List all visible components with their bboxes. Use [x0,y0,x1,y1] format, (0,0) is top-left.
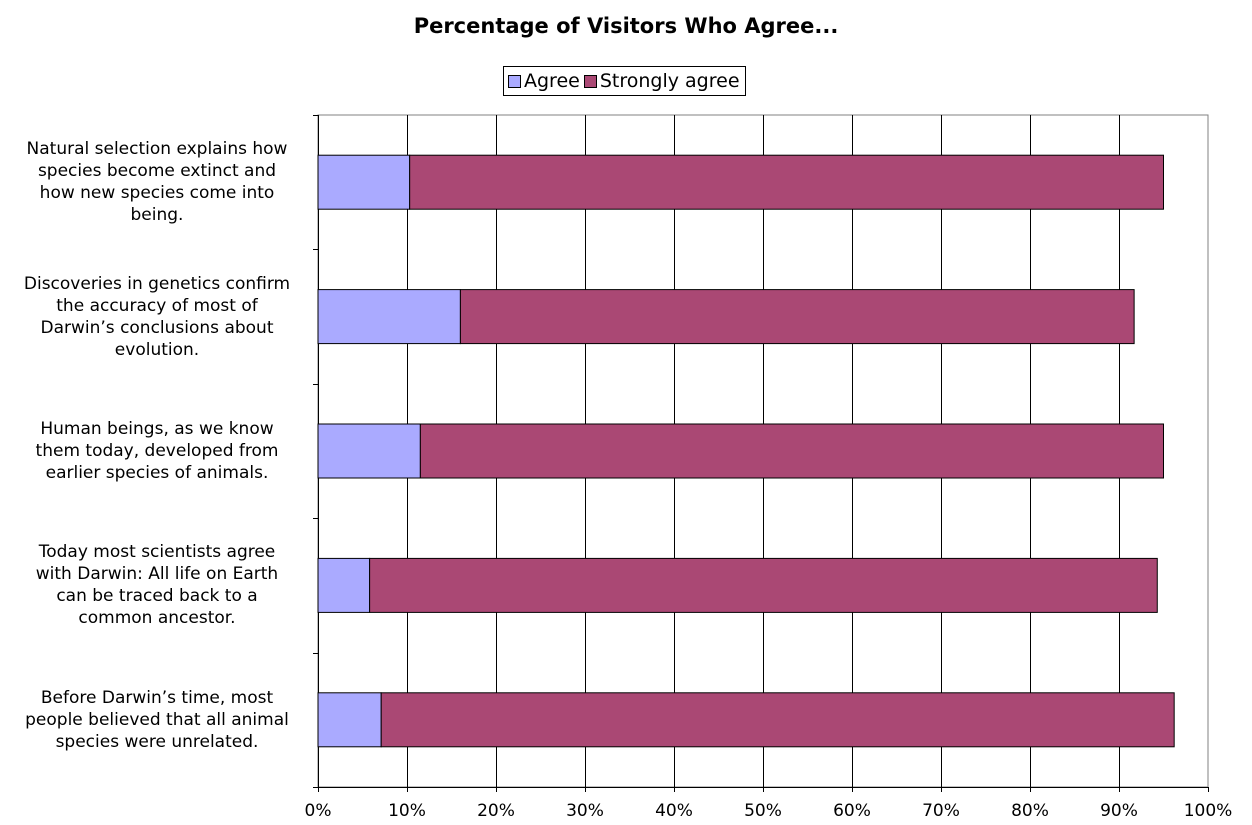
category-label-line: with Darwin: All life on Earth [35,564,279,585]
bar-strongly-agree [369,557,1158,613]
category-label-line: species become extinct and [37,161,277,182]
bar-strongly-agree [380,692,1175,748]
x-tick-label: 100% [1184,801,1233,821]
category-label-line: Natural selection explains how [26,139,288,160]
category-label-line: the accuracy of most of [56,295,258,316]
legend-label-strongly-agree: Strongly agree [599,70,740,92]
category-label: Before Darwin’s time, most people believe… [2,687,312,753]
legend: Agree Strongly agree [503,66,746,96]
category-label-line: Darwin’s conclusions about [40,317,274,338]
category-label-line: how new species come into [39,183,275,204]
category-label-line: species were unrelated. [55,731,259,752]
x-tick-label: 0% [305,801,332,821]
category-label-line: Before Darwin’s time, most [40,687,274,708]
bar-strongly-agree [409,154,1165,210]
legend-label-agree: Agree [524,70,580,92]
x-tick-label: 40% [655,801,693,821]
category-label-line: Human beings, as we know [40,419,274,439]
category-label-line: evolution. [114,339,200,360]
category-label-line: them today, developed from [35,441,279,461]
x-tick-label: 60% [833,801,871,821]
chart-title: Percentage of Visitors Who Agree... [413,14,839,38]
category-label: Discoveries in genetics confirm the accur… [2,273,312,361]
legend-item-strongly-agree: Strongly agree [583,70,740,92]
category-label-line: common ancestor. [78,608,236,629]
bar-agree [317,289,461,345]
x-tick-label: 80% [1011,801,1049,821]
category-label-line: people believed that all animal [25,709,289,730]
legend-swatch-agree [508,74,521,88]
category-label: Natural selection explains how species be… [2,138,312,226]
x-tick-label: 90% [1100,801,1138,821]
x-tick-label: 10% [388,801,426,821]
x-tick-label: 70% [922,801,960,821]
x-tick-label: 20% [477,801,515,821]
bar-agree [317,557,371,613]
legend-swatch-strongly-agree [583,74,597,88]
legend-item-agree: Agree [508,70,580,92]
bar-strongly-agree [419,423,1165,479]
category-label-line: can be traced back to a [56,586,258,607]
category-label: Today most scientists agree with Darwin: … [2,541,312,629]
category-label-line: Discoveries in genetics confirm [23,273,291,294]
category-label-line: earlier species of animals. [45,463,269,483]
x-tick-label: 50% [744,801,782,821]
bar-strongly-agree [459,289,1135,345]
bar-agree [317,692,382,748]
category-label-line: Today most scientists agree [38,542,276,563]
bar-agree [317,154,411,210]
category-label-line: being. [130,205,184,226]
category-label: Human beings, as we know them today, deve… [2,418,312,484]
x-tick-label: 30% [566,801,604,821]
bar-agree [317,423,421,479]
